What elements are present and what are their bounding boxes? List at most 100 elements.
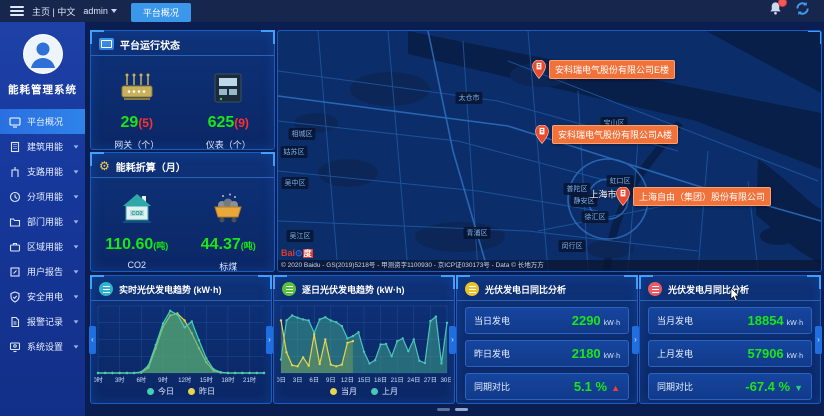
sidebar-item-branch-energy[interactable]: 支路用能: [0, 159, 85, 184]
svg-text:0时: 0时: [94, 376, 103, 384]
legend-dot: [188, 388, 195, 395]
trend-down-icon: ▼: [794, 382, 803, 393]
map-pin-icon: [616, 187, 630, 206]
refresh-icon: [796, 1, 809, 16]
sidebar-item-user-report[interactable]: 用户报告: [0, 259, 85, 284]
refresh-button[interactable]: [795, 1, 810, 21]
map-pin-icon: [532, 60, 546, 79]
chevron-down-icon: [73, 144, 79, 149]
stat-row-day-yoy: 同期对比 5.1 % ▲: [465, 373, 629, 400]
chevron-down-icon: [73, 244, 79, 249]
svg-text:9时: 9时: [158, 376, 168, 384]
stat-row-month-generation: 当月发电 18854 kW·h: [648, 307, 812, 334]
sidebar: 能耗管理系统 平台概况 建筑用能 支路用能 分项用能 部门用能: [0, 22, 85, 416]
user-avatar-icon: [23, 35, 62, 73]
chevron-down-icon: [73, 294, 79, 299]
chevron-down-icon: [110, 9, 117, 13]
panel-title: 能耗折算（月）: [115, 162, 186, 174]
trend-up-icon: ▲: [611, 382, 620, 393]
svg-text:15日: 15日: [357, 377, 370, 384]
district-label: 虹口区: [606, 175, 634, 187]
chevron-down-icon: [73, 194, 79, 199]
sidebar-item-building-energy[interactable]: 建筑用能: [0, 134, 85, 159]
sidebar-item-region-energy[interactable]: 区域用能: [0, 234, 85, 259]
panel-title: 光伏发电日同比分析: [485, 284, 567, 295]
svg-text:3时: 3时: [115, 376, 125, 384]
legend-today[interactable]: 今日: [147, 386, 174, 397]
region-icon: [9, 242, 21, 252]
building-icon: [10, 141, 20, 152]
district-label: 青浦区: [463, 227, 491, 239]
co2-stat: CO2 110.60(吨) CO2: [97, 190, 177, 273]
sidebar-item-alarm-records[interactable]: 报警记录: [0, 309, 85, 334]
district-label: 相城区: [288, 128, 316, 140]
sidebar-item-system-settings[interactable]: 系统设置: [0, 334, 85, 359]
svg-text:12日: 12日: [341, 377, 354, 384]
baidu-logo: Bai⊙度: [281, 248, 313, 258]
branch-icon: [11, 166, 19, 177]
legend-current-month[interactable]: 当月: [330, 386, 357, 397]
user-menu[interactable]: admin: [83, 6, 117, 16]
notifications-button[interactable]: [768, 0, 787, 21]
district-label: 太仓市: [455, 92, 483, 104]
map-marker-acrel-e[interactable]: 安科瑞电气股份有限公司E楼: [532, 60, 676, 79]
svg-text:CO2: CO2: [131, 211, 142, 217]
map-panel[interactable]: 太仓市 宝山区 相城区 姑苏区 吴中区 吴江区 青浦区 虹口区 普陀区 静安区 …: [277, 30, 822, 272]
sidebar-item-department-energy[interactable]: 部门用能: [0, 209, 85, 234]
sidebar-item-safe-power[interactable]: 安全用电: [0, 284, 85, 309]
app-title: 能耗管理系统: [8, 84, 77, 96]
realtime-pv-panel: 实时光伏发电趋势 (kW·h) 0时 3时 6时 9时 12时 15时 18时 21时 今日 …: [89, 275, 273, 404]
sidebar-item-overview[interactable]: 平台概况: [0, 109, 85, 134]
chevron-down-icon: [73, 319, 79, 324]
panel-title: 平台运行状态: [120, 40, 180, 52]
department-icon: [9, 217, 21, 227]
stat-row-yesterday-generation: 昨日发电 2180 kW·h: [465, 340, 629, 367]
realtime-pv-chart[interactable]: 0时 3时 6时 9时 12时 15时 18时 21时: [94, 301, 268, 385]
carousel-prev-button[interactable]: ‹: [89, 325, 96, 354]
district-label: 普陀区: [563, 183, 591, 195]
sidebar-item-subentry-energy[interactable]: 分项用能: [0, 184, 85, 209]
menu-icon[interactable]: [10, 4, 24, 18]
svg-text:21时: 21时: [243, 376, 256, 384]
carousel-pagination: [437, 408, 468, 411]
avatar[interactable]: [22, 34, 63, 74]
alarm-log-icon: [11, 316, 20, 327]
district-label: 徐汇区: [581, 211, 609, 223]
city-label: 上海市: [589, 189, 617, 200]
legend-yesterday[interactable]: 昨日: [188, 386, 215, 397]
panel-title: 逐日光伏发电趋势 (kW·h): [302, 284, 405, 295]
settings-icon: [9, 341, 21, 352]
map-marker-shanghai-ziyou[interactable]: 上海自由（集团）股份有限公司: [616, 187, 772, 206]
pagination-dash[interactable]: [455, 408, 468, 411]
pagination-dash[interactable]: [437, 408, 450, 411]
svg-text:3日: 3日: [293, 377, 303, 384]
realtime-chart-icon: [99, 282, 113, 296]
panel-title: 实时光伏发电趋势 (kW·h): [119, 284, 222, 295]
svg-text:6日: 6日: [309, 377, 319, 384]
district-label: 吴中区: [281, 177, 309, 189]
stat-row-lastmonth-generation: 上月发电 57906 kW·h: [648, 340, 812, 367]
legend-last-month[interactable]: 上月: [371, 386, 398, 397]
carousel-next-button[interactable]: ›: [449, 325, 456, 354]
meter-stat: 625(9) 仪表（个）: [188, 68, 268, 151]
chevron-down-icon: [73, 169, 79, 174]
carousel-next-button[interactable]: ›: [632, 325, 639, 354]
carousel-next-button[interactable]: ›: [815, 325, 822, 354]
tab-platform-overview[interactable]: 平台概况: [130, 2, 191, 22]
topbar: 主页 | 中文 admin 平台概况: [0, 0, 824, 22]
chevron-down-icon: [73, 269, 79, 274]
gateway-stat: 29(5) 网关（个）: [97, 68, 177, 151]
coal-cart-icon: [188, 190, 268, 228]
map-marker-acrel-a[interactable]: 安科瑞电气股份有限公司A楼: [535, 125, 679, 144]
legend-dot: [330, 388, 337, 395]
home-language-links[interactable]: 主页 | 中文: [32, 6, 76, 17]
stat-row-today-generation: 当日发电 2290 kW·h: [465, 307, 629, 334]
energy-conversion-panel: ⚙ 能耗折算（月） CO2 110.60(吨: [90, 152, 275, 272]
legend-dot: [371, 388, 378, 395]
carousel-next-button[interactable]: ›: [266, 325, 273, 354]
daily-pv-chart[interactable]: 0日 3日 6日 9日 12日 15日 18日 21日 24日 27日 30日: [277, 301, 451, 385]
stat-row-month-yoy: 同期对比 -67.4 % ▼: [648, 373, 812, 400]
notification-badge: [778, 0, 787, 7]
district-label: 静安区: [570, 195, 598, 207]
